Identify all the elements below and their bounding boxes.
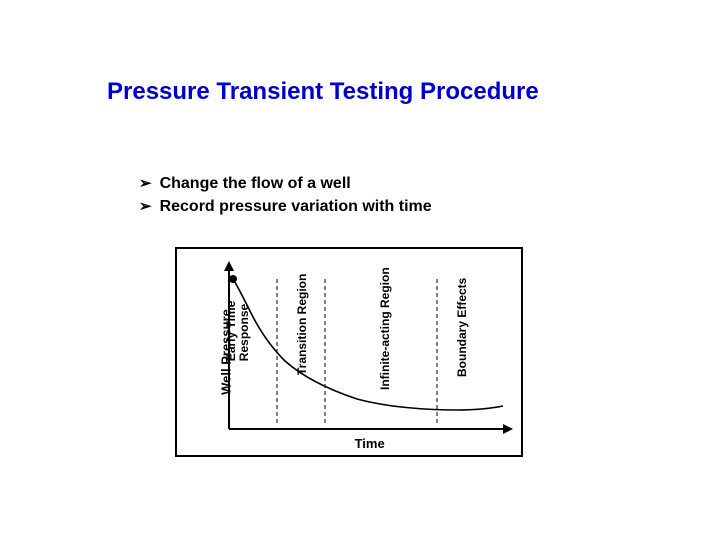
- bullet-item: ➢ Record pressure variation with time: [139, 197, 432, 216]
- bullet-item: ➢ Change the flow of a well: [139, 174, 432, 193]
- page-title: Pressure Transient Testing Procedure: [107, 78, 539, 106]
- curve-start-marker-icon: [229, 275, 237, 283]
- bullet-text: Record pressure variation with time: [160, 198, 432, 216]
- x-axis-arrow-icon: [503, 424, 513, 434]
- y-axis-arrow-icon: [224, 261, 234, 271]
- arrow-bullet-icon: ➢: [139, 174, 152, 192]
- chart-svg: [177, 249, 525, 459]
- bullet-list: ➢ Change the flow of a well ➢ Record pre…: [139, 174, 432, 220]
- pressure-time-chart: Well Pressure Time Early TimeResponse Tr…: [175, 247, 523, 457]
- bullet-text: Change the flow of a well: [160, 175, 351, 193]
- pressure-curve: [233, 279, 503, 410]
- arrow-bullet-icon: ➢: [139, 197, 152, 215]
